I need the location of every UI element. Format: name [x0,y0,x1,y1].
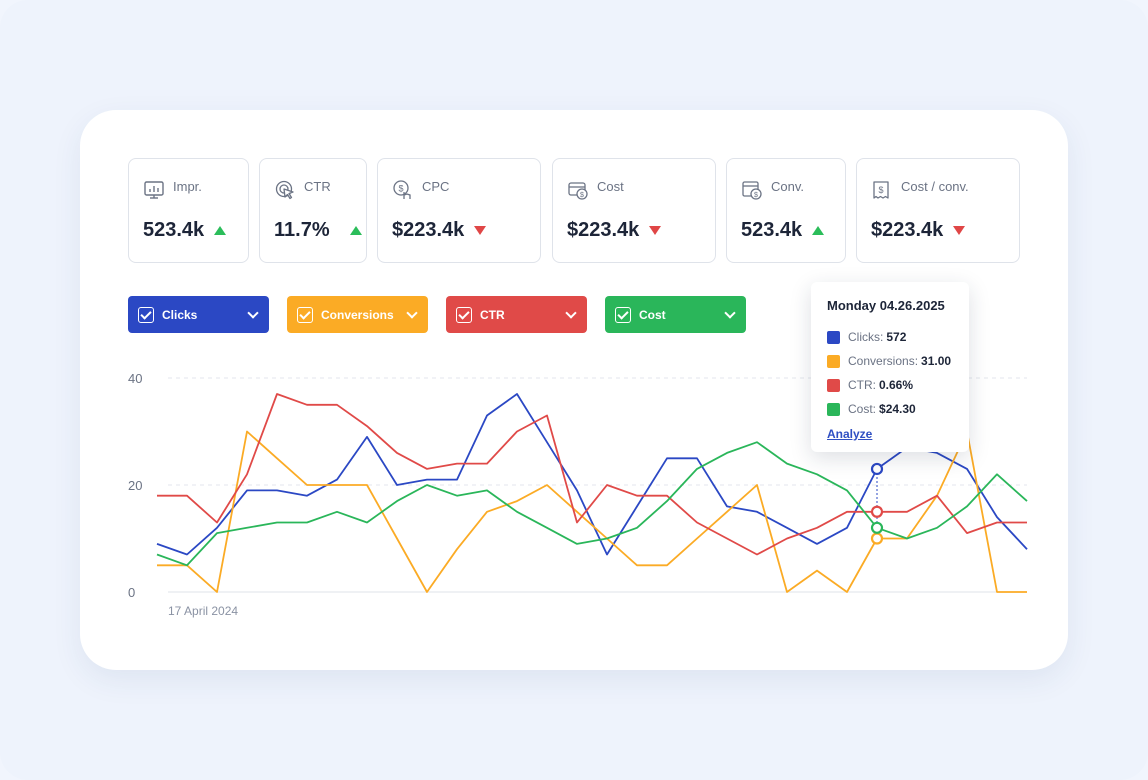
metric-value: 523.4k [741,219,803,241]
svg-text:$: $ [754,192,758,199]
metric-value-row: 11.7% [274,219,362,242]
x-axis-start-label: 17 April 2024 [168,604,239,618]
metric-value-row: 523.4k [143,219,227,242]
trend-up-icon [349,226,362,235]
metric-card-cost[interactable]: $ Cost $223.4k [552,158,716,263]
metric-label: Conv. [771,179,804,194]
metric-value-row: 523.4k [741,219,825,242]
tooltip-label: CTR: [848,378,876,392]
highlight-point-cost[interactable] [870,521,884,534]
tooltip-label: Conversions: [848,354,919,368]
monitor-chart-icon [144,181,164,199]
legend-swatch [827,402,840,416]
receipt-dollar-icon: $ [873,181,889,199]
filter-label: Clicks [162,307,198,322]
metric-label: CPC [422,179,450,194]
metric-card-cost-per-conversion[interactable]: $ Cost / conv. $223.4k [856,158,1020,263]
metric-value-row: $223.4k [871,219,966,242]
tooltip-row-cost: Cost: $24.30 [827,397,953,421]
filter-chip-cost[interactable]: Cost [605,296,746,333]
chart-tooltip: Monday 04.26.2025 Clicks: 572 Conversions… [811,282,969,452]
filter-label: CTR [480,307,505,322]
filter-label: Cost [639,307,666,322]
filter-chip-ctr[interactable]: CTR [446,296,587,333]
y-tick-label: 20 [128,478,142,493]
metric-value: $223.4k [871,219,944,241]
tooltip-label: Cost: [848,402,877,416]
metric-value: $223.4k [392,219,465,241]
legend-swatch [827,330,840,344]
metric-card-impressions[interactable]: Impr. 523.4k [128,158,249,263]
tooltip-value: $24.30 [879,402,916,416]
metric-label: Impr. [173,179,202,194]
trend-down-icon [953,226,966,235]
tooltip-value: 572 [886,330,907,344]
metric-value: 11.7% [274,219,330,241]
metric-value-row: $223.4k [567,219,662,242]
y-tick-label: 40 [128,371,142,386]
tooltip-row-conversions: Conversions: 31.00 [827,349,953,373]
svg-text:$: $ [398,184,403,194]
tooltip-row-ctr: CTR: 0.66% [827,373,953,397]
checkbox-checked-icon[interactable] [297,306,313,323]
filter-chip-conversions[interactable]: Conversions [287,296,428,333]
filter-chip-clicks[interactable]: Clicks [128,296,269,333]
trend-up-icon [214,226,227,235]
calendar-dollar-icon: $ [742,181,762,200]
metric-label: CTR [304,179,331,194]
svg-text:$: $ [580,192,584,199]
legend-swatch [827,378,840,392]
metric-value-row: $223.4k [392,219,487,242]
analyze-link[interactable]: Analyze [827,427,873,441]
highlight-point-ctr[interactable] [870,505,884,518]
metric-card-conversions[interactable]: $ Conv. 523.4k [726,158,846,263]
metric-value: 523.4k [143,219,205,241]
trend-down-icon [474,226,487,235]
checkbox-checked-icon[interactable] [456,306,472,323]
tooltip-date: Monday 04.26.2025 [827,298,945,313]
highlight-point-conversions[interactable] [870,532,884,545]
filter-label: Conversions [321,307,394,322]
y-tick-label: 0 [128,585,135,600]
trend-up-icon [812,226,825,235]
metric-card-ctr[interactable]: CTR 11.7% [259,158,367,263]
tooltip-value: 31.00 [921,354,952,368]
metric-value: $223.4k [567,219,640,241]
cursor-click-icon [275,180,294,200]
metric-label: Cost / conv. [901,179,969,194]
wallet-dollar-icon: $ [568,182,588,200]
metric-card-cpc[interactable]: $ CPC $223.4k [377,158,541,263]
metric-label: Cost [597,179,624,194]
checkbox-checked-icon[interactable] [138,306,154,323]
svg-text:$: $ [878,185,883,195]
tooltip-label: Clicks: [848,330,884,344]
tooltip-row-clicks: Clicks: 572 [827,325,953,349]
legend-swatch [827,354,840,368]
highlight-point-clicks[interactable] [870,462,884,476]
dollar-hand-icon: $ [393,180,411,199]
trend-down-icon [649,226,662,235]
checkbox-checked-icon[interactable] [615,306,631,323]
tooltip-value: 0.66% [879,378,914,392]
series-line-clicks[interactable] [156,393,1028,556]
